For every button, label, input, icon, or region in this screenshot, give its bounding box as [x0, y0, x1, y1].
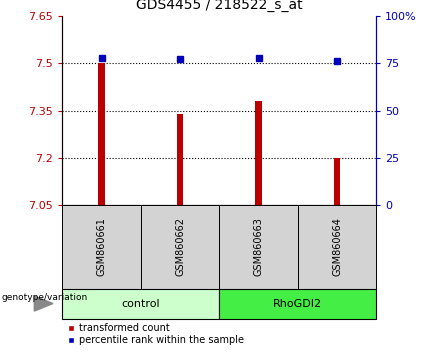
Text: GSM860662: GSM860662 [175, 217, 185, 276]
Bar [62, 205, 141, 289]
Legend: transformed count, percentile rank within the sample: transformed count, percentile rank withi… [67, 324, 244, 346]
Bar [219, 289, 376, 319]
Bar [298, 205, 376, 289]
Polygon shape [34, 296, 53, 311]
Bar [62, 289, 219, 319]
Bar [255, 101, 262, 205]
Bar [334, 158, 340, 205]
Bar [219, 205, 298, 289]
Text: control: control [122, 298, 160, 309]
Title: GDS4455 / 218522_s_at: GDS4455 / 218522_s_at [136, 0, 303, 12]
Bar [177, 114, 183, 205]
Text: GSM860663: GSM860663 [254, 217, 264, 276]
Text: genotype/variation: genotype/variation [1, 293, 87, 302]
Bar [98, 63, 105, 205]
Text: RhoGDI2: RhoGDI2 [273, 298, 322, 309]
Text: GSM860661: GSM860661 [97, 217, 107, 276]
Bar [141, 205, 219, 289]
Text: GSM860664: GSM860664 [332, 217, 342, 276]
